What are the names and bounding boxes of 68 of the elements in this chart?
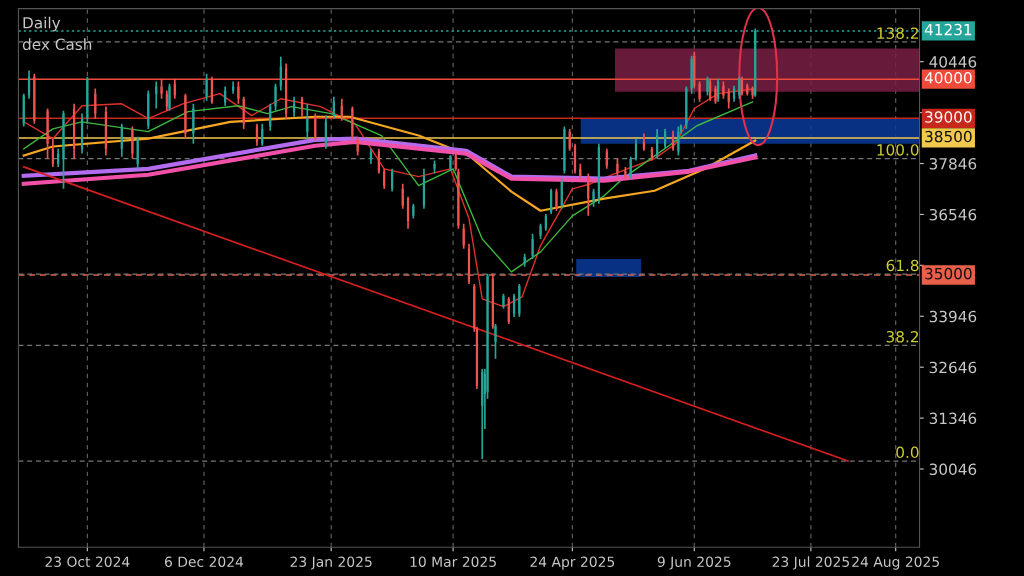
y-tick-label: 31346 — [929, 412, 977, 425]
candlestick — [539, 222, 542, 240]
annotation: 0.0 — [896, 446, 919, 459]
candlestick — [698, 80, 701, 103]
candlestick — [274, 83, 277, 112]
y-tick-label: 36546 — [929, 208, 977, 221]
annotation: 138.2 — [877, 27, 919, 39]
x-tick-label: 10 Mar 2025 — [410, 556, 496, 567]
y-tick-label: 33946 — [929, 310, 977, 323]
candlestick — [340, 97, 343, 122]
text: Daily — [23, 16, 61, 32]
x-tick-label: 24 Aug 2025 — [852, 556, 939, 570]
x-tick-label: 23 Jan 2025 — [290, 556, 372, 570]
candlestick — [433, 159, 436, 175]
annotation: 38.2 — [886, 330, 919, 343]
candlestick — [587, 172, 590, 217]
candlestick — [690, 54, 693, 95]
candlestick — [624, 166, 627, 180]
x-tick-label: 9 Jun 2025 — [657, 556, 731, 570]
x-tick-label: 23 Jul 2025 — [772, 556, 849, 570]
x-tick-label: 23 Oct 2024 — [45, 556, 130, 567]
annotation: 100.0 — [877, 144, 919, 156]
y-tick-label: 40446 — [929, 56, 977, 68]
candlestick — [449, 154, 452, 172]
y-tick-label: 30046 — [929, 463, 977, 476]
line-series — [23, 101, 754, 273]
candlestick — [205, 72, 208, 102]
candlestick — [160, 77, 163, 100]
candlestick — [523, 252, 526, 268]
candlestick — [531, 233, 534, 260]
candlestick — [300, 95, 304, 118]
candlestick — [563, 125, 566, 175]
candlestick — [502, 292, 505, 310]
candlestick — [592, 187, 595, 208]
line-series — [22, 115, 757, 212]
x-tick-label: 24 Apr 2025 — [530, 556, 615, 570]
candlestick — [722, 80, 725, 100]
ref-line-label: 38500 — [925, 130, 972, 143]
y-tick-label: 37846 — [929, 157, 977, 170]
candlestick — [173, 77, 176, 100]
candlestick — [332, 95, 335, 120]
candlestick — [356, 135, 359, 157]
candlestick — [706, 75, 709, 97]
text: dex Cash — [22, 38, 92, 51]
candlestick — [555, 187, 558, 212]
candlestick — [46, 107, 49, 160]
candlestick — [717, 77, 720, 103]
ref-line-label: 39000 — [925, 111, 972, 123]
candlestick — [751, 85, 754, 100]
annotation: 61.8 — [886, 259, 919, 272]
candlestick — [184, 92, 187, 140]
candlestick — [237, 80, 240, 105]
candlestick — [494, 323, 497, 360]
candlestick — [616, 157, 619, 178]
candlestick — [306, 102, 309, 140]
candlestick — [131, 125, 134, 160]
candlestick — [709, 77, 712, 102]
ref-line-label: 35000 — [925, 267, 972, 280]
candlestick — [27, 69, 31, 100]
candlestick — [165, 89, 168, 112]
candlestick — [714, 84, 717, 105]
candlestick — [168, 83, 171, 112]
candlestick — [351, 105, 354, 140]
ref-line-label: 40000 — [924, 72, 972, 84]
y-tick-label: 32646 — [929, 361, 977, 374]
x-tick-label: 6 Dec 2024 — [164, 556, 244, 567]
ref-line-label: 41231 — [924, 23, 972, 36]
candlestick — [62, 110, 65, 190]
